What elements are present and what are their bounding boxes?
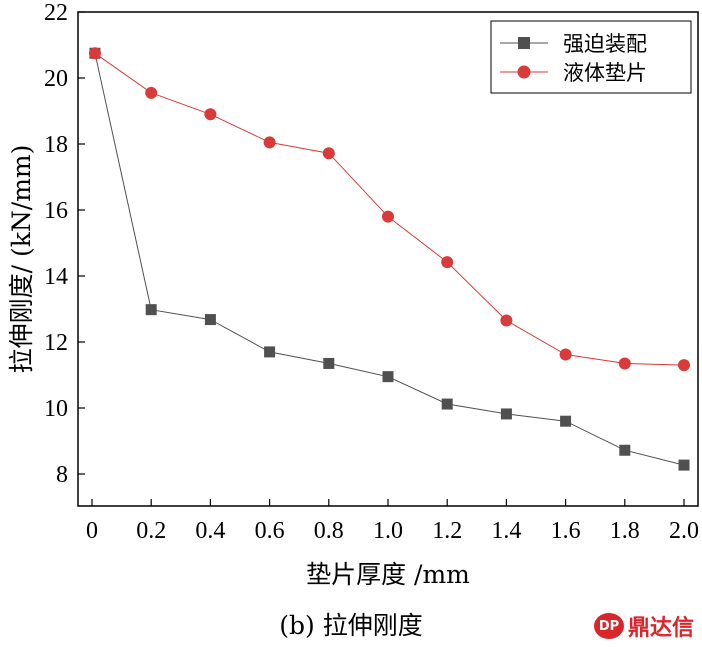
data-point-circle xyxy=(88,47,101,60)
x-tick-label: 1.2 xyxy=(432,518,462,544)
ticks-layer: 0 0.2 0.4 0.6 0.8 1.0 1.2 1.4 1.6 1.8 2.0 8 10 12 14 16… xyxy=(44,0,699,544)
legend-marker-square xyxy=(518,37,530,49)
data-point-circle xyxy=(204,108,217,121)
chart: 0 0.2 0.4 0.6 0.8 1.0 1.2 1.4 1.6 1.8 2.0 8 10 12 14 16… xyxy=(7,0,699,589)
y-tick-label: 18 xyxy=(44,132,68,158)
y-tick-label: 22 xyxy=(44,0,68,26)
y-tick-label: 10 xyxy=(44,396,68,422)
legend-box xyxy=(490,20,692,94)
legend-label-forced-assembly: 强迫装配 xyxy=(563,32,647,56)
legend: 强迫装配 液体垫片 xyxy=(490,20,692,94)
watermark-text: 鼎达信 xyxy=(627,616,694,641)
x-tick-label: 0.6 xyxy=(255,518,285,544)
watermark-logo-icon: DP xyxy=(593,613,624,639)
data-point-square xyxy=(441,398,453,410)
x-tick-label: 1.4 xyxy=(491,518,521,544)
x-tick-label: 1.0 xyxy=(373,518,403,544)
data-point-circle xyxy=(145,86,158,99)
x-tick-label: 0.8 xyxy=(314,518,344,544)
x-tick-label: 1.6 xyxy=(551,518,581,544)
x-tick-label: 0 xyxy=(86,518,98,544)
data-point-circle xyxy=(441,256,454,269)
y-axis-title: 拉伸刚度/ (kN/mm) xyxy=(7,145,36,374)
legend-label-liquid-gasket: 液体垫片 xyxy=(563,61,647,85)
data-point-circle xyxy=(618,357,631,370)
x-tick-label: 0.2 xyxy=(136,518,166,544)
series-line-0 xyxy=(94,53,685,466)
data-point-square xyxy=(500,408,512,420)
data-point-square xyxy=(678,459,690,471)
y-tick-label: 12 xyxy=(44,330,68,356)
y-tick-label: 14 xyxy=(44,264,68,290)
x-tick-label: 1.8 xyxy=(610,518,640,544)
x-tick-label: 2.0 xyxy=(669,518,699,544)
data-point-square xyxy=(560,415,572,427)
data-point-circle xyxy=(263,136,276,149)
x-axis-title: 垫片厚度 /mm xyxy=(306,560,470,589)
data-point-square xyxy=(323,357,335,369)
data-point-square xyxy=(204,314,216,326)
data-point-circle xyxy=(559,348,572,361)
data-point-square xyxy=(264,346,276,358)
data-point-circle xyxy=(382,210,394,223)
data-point-circle xyxy=(500,314,513,327)
legend-marker-circle xyxy=(517,65,531,79)
plot-frame xyxy=(77,11,699,507)
series-layer xyxy=(88,47,690,471)
data-point-square xyxy=(619,444,631,456)
data-point-square xyxy=(145,304,157,316)
data-point-circle xyxy=(678,359,690,372)
watermark: DP 鼎达信 xyxy=(593,610,694,642)
y-tick-label: 20 xyxy=(44,66,68,92)
y-tick-label: 16 xyxy=(44,198,68,224)
data-point-square xyxy=(382,371,394,383)
x-tick-label: 0.4 xyxy=(195,518,225,544)
figure-caption: (b) 拉伸刚度 xyxy=(279,611,423,640)
data-point-circle xyxy=(322,147,335,160)
y-tick-label: 8 xyxy=(56,462,68,488)
series-line-1 xyxy=(94,52,685,366)
